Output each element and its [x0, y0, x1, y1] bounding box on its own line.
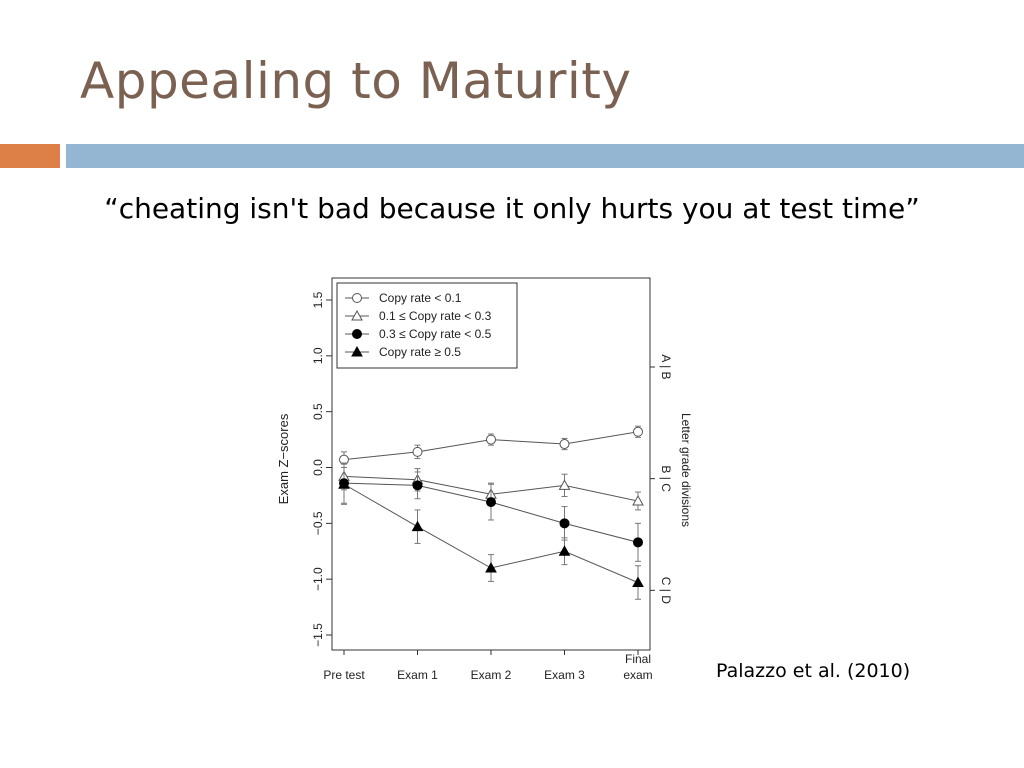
legend-label: 0.1 ≤ Copy rate < 0.3 [379, 309, 492, 323]
x-tick-label: Final [625, 652, 651, 666]
data-point [632, 576, 644, 588]
data-point [412, 480, 423, 491]
chart-svg: −1.5 −1.0 −0.5 0.0 0.5 1.0 1.5 Exam Z−scores Pre… [276, 277, 693, 682]
slide-quote: “cheating isn't bad because it only hurt… [104, 192, 920, 225]
legend-label: Copy rate < 0.1 [379, 291, 462, 305]
accent-bar-orange [0, 144, 60, 168]
accent-bar-blue [66, 144, 1024, 168]
y-tick-label: −1.5 [311, 623, 325, 647]
data-point [485, 561, 497, 573]
data-point [412, 446, 423, 457]
legend-marker [351, 309, 363, 321]
legend-box [336, 282, 518, 369]
grade-division-label: B | C [659, 465, 673, 492]
y-tick-label: 0.0 [311, 459, 325, 476]
data-point [486, 434, 496, 445]
data-point [338, 478, 350, 489]
data-point [411, 520, 424, 532]
data-point [633, 537, 643, 548]
legend-marker [352, 329, 362, 339]
data-point [486, 497, 496, 508]
x-tick-label: Pre test [323, 668, 365, 682]
x-tick-label: exam [623, 668, 652, 682]
y-tick-label: 0.5 [311, 403, 325, 420]
grade-division-label: C | D [659, 577, 673, 604]
x-tick-label: Exam 2 [471, 668, 512, 682]
y-axis-label: Exam Z−scores [276, 413, 291, 504]
x-tick-label: Exam 3 [544, 668, 585, 682]
grade-division-label: A | B [659, 354, 673, 379]
data-point [558, 545, 571, 556]
legend-marker [352, 293, 362, 303]
chart: −1.5 −1.0 −0.5 0.0 0.5 1.0 1.5 Exam Z−scores Pre… [270, 265, 710, 695]
data-point [633, 426, 643, 437]
y-tick-label: 1.0 [311, 347, 325, 364]
data-point [558, 479, 571, 490]
slide-title: Appealing to Maturity [80, 52, 632, 110]
legend-marker [351, 345, 363, 357]
y-tick-label: 1.5 [311, 291, 325, 308]
y-tick-label: −1.0 [311, 567, 325, 591]
data-point [559, 518, 570, 529]
x-tick-label: Exam 1 [397, 668, 438, 682]
legend-label: 0.3 ≤ Copy rate < 0.5 [379, 327, 492, 341]
data-point [559, 439, 570, 450]
data-point [632, 494, 644, 506]
right-axis-label: Letter grade divisions [679, 413, 693, 527]
y-tick-label: −0.5 [311, 511, 325, 535]
citation: Palazzo et al. (2010) [716, 660, 911, 682]
legend-label: Copy rate ≥ 0.5 [379, 345, 461, 359]
